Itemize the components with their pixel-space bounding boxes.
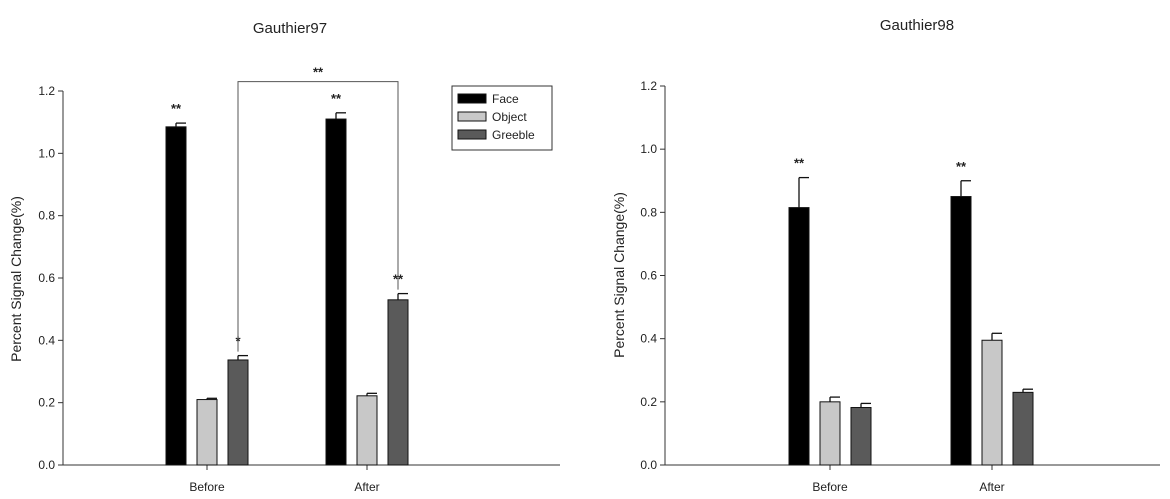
y-tick-label: 0.2 xyxy=(640,395,657,409)
bar-greeble xyxy=(1012,391,1034,466)
x-tick-label: Before xyxy=(812,480,848,494)
comparison-bracket xyxy=(237,81,399,352)
y-tick-label: 0.2 xyxy=(38,396,55,410)
y-axis-label: Percent Signal Change(%) xyxy=(8,196,24,362)
bar-greeble xyxy=(227,359,249,466)
bar-object xyxy=(981,339,1003,466)
bar-face xyxy=(950,196,972,466)
y-tick-label: 1.2 xyxy=(38,84,55,98)
y-tick-label: 0.8 xyxy=(640,205,657,219)
x-tick-label: Before xyxy=(189,480,225,494)
y-tick-label: 1.2 xyxy=(640,79,657,93)
y-tick-label: 0.0 xyxy=(38,458,55,472)
bar-greeble xyxy=(850,407,872,466)
bar-face xyxy=(788,207,810,466)
x-tick-label: After xyxy=(354,480,379,494)
significance-marker: ** xyxy=(331,91,342,106)
significance-marker: ** xyxy=(956,159,967,174)
y-tick-label: 0.0 xyxy=(640,458,657,472)
legend-label: Object xyxy=(492,110,527,124)
chart-gauthier98: Gauthier98 Percent Signal Change(%) 0.00… xyxy=(611,17,1160,494)
legend-swatch-face xyxy=(457,93,487,104)
y-tick-label: 1.0 xyxy=(38,146,55,160)
bar-object xyxy=(819,401,841,466)
bar-greeble xyxy=(387,299,409,466)
y-tick-label: 0.8 xyxy=(38,209,55,223)
bar-face xyxy=(325,118,347,466)
y-tick-label: 1.0 xyxy=(640,142,657,156)
y-tick-label: 0.6 xyxy=(640,269,657,283)
plot-area: 0.0 0.2 0.4 0.6 0.8 1.0 1.2 Before After ** ** xyxy=(640,79,1160,494)
bracket-significance-label: ** xyxy=(313,65,324,80)
y-tick-label: 0.4 xyxy=(38,333,55,347)
significance-marker: ** xyxy=(794,156,805,171)
chart-title: Gauthier97 xyxy=(253,20,327,37)
y-tick-label: 0.4 xyxy=(640,332,657,346)
bar-object xyxy=(356,395,378,466)
bar-face xyxy=(165,126,187,466)
chart-gauthier97: Gauthier97 Percent Signal Change(%) 0.0 0… xyxy=(8,20,560,494)
bar-object xyxy=(196,399,218,466)
chart-title: Gauthier98 xyxy=(880,17,954,34)
legend-label: Face xyxy=(492,92,519,106)
y-axis-label: Percent Signal Change(%) xyxy=(611,192,627,358)
significance-marker: ** xyxy=(171,101,182,116)
legend-swatch-object xyxy=(457,111,487,122)
legend-label: Greeble xyxy=(492,128,535,142)
y-tick-label: 0.6 xyxy=(38,271,55,285)
legend-swatch-greeble xyxy=(457,129,487,140)
x-tick-label: After xyxy=(979,480,1004,494)
